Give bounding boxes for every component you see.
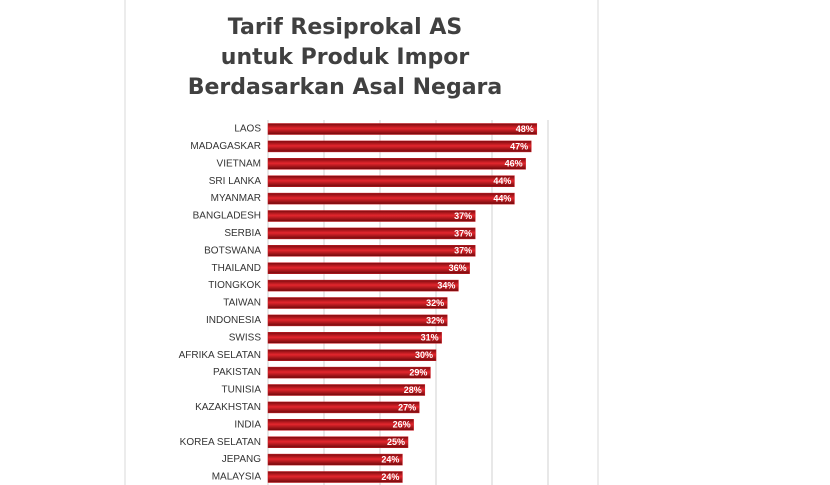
y-tick-label: MALAYSIA xyxy=(212,472,262,483)
value-label: 25% xyxy=(387,437,405,447)
chart-title: untuk Produk Impor xyxy=(221,45,470,70)
bar xyxy=(267,158,526,170)
value-label: 30% xyxy=(415,350,433,360)
bar xyxy=(267,227,476,240)
y-tick-label: TUNISIA xyxy=(222,385,262,396)
value-label: 48% xyxy=(516,124,534,134)
bar xyxy=(267,192,515,205)
y-tick-label: SWISS xyxy=(229,332,262,343)
value-label: 24% xyxy=(381,472,399,482)
y-tick-label: PAKISTAN xyxy=(213,367,261,378)
value-label: 28% xyxy=(404,385,422,395)
bar xyxy=(267,332,442,344)
y-tick-label: TAIWAN xyxy=(223,298,261,309)
bar xyxy=(267,297,448,309)
y-tick-label: AFRIKA SELATAN xyxy=(179,350,261,361)
y-tick-label: MADAGASKAR xyxy=(190,141,261,152)
bar xyxy=(267,262,470,274)
y-tick-label: INDONESIA xyxy=(206,315,261,326)
y-tick-label: VIETNAM xyxy=(217,158,261,169)
y-tick-label: LAOS xyxy=(234,124,261,135)
bar xyxy=(267,279,459,292)
bar xyxy=(267,210,476,222)
y-tick-label: KAZAKHSTAN xyxy=(195,402,261,413)
bar xyxy=(267,175,515,187)
bar xyxy=(267,123,538,135)
bar xyxy=(267,245,476,257)
bar xyxy=(267,419,414,431)
value-label: 36% xyxy=(449,263,467,273)
bar xyxy=(267,436,409,448)
bar xyxy=(267,384,426,396)
chart-title: Tarif Resiprokal AS xyxy=(228,15,462,40)
y-tick-label: INDIA xyxy=(234,419,261,430)
value-label: 44% xyxy=(493,193,511,203)
bar xyxy=(267,140,532,153)
value-label: 46% xyxy=(505,159,523,169)
y-tick-label: THAILAND xyxy=(212,263,261,274)
value-label: 26% xyxy=(393,420,411,430)
value-label: 44% xyxy=(493,176,511,186)
value-label: 37% xyxy=(454,228,472,238)
value-label: 37% xyxy=(454,211,472,221)
bar xyxy=(267,401,420,414)
y-tick-label: JEPANG xyxy=(222,454,261,465)
y-tick-label: SRI LANKA xyxy=(209,176,262,187)
bar xyxy=(267,453,403,466)
y-tick-label: KOREA SELATAN xyxy=(180,437,261,448)
value-label: 29% xyxy=(409,367,427,377)
value-label: 32% xyxy=(426,315,444,325)
y-tick-label: BANGLADESH xyxy=(193,211,261,222)
value-label: 47% xyxy=(510,141,528,151)
bar xyxy=(267,471,403,483)
y-tick-label: BOTSWANA xyxy=(204,245,261,256)
y-tick-label: SERBIA xyxy=(224,228,261,239)
value-label: 24% xyxy=(381,454,399,464)
bar xyxy=(267,366,431,379)
y-tick-label: MYANMAR xyxy=(211,193,261,204)
chart-title: Berdasarkan Asal Negara xyxy=(188,75,503,100)
value-label: 31% xyxy=(421,333,439,343)
value-label: 32% xyxy=(426,298,444,308)
bar xyxy=(267,314,448,327)
value-label: 37% xyxy=(454,246,472,256)
y-tick-label: TIONGKOK xyxy=(208,280,261,291)
bar xyxy=(267,349,437,361)
value-label: 27% xyxy=(398,402,416,412)
value-label: 34% xyxy=(437,280,455,290)
